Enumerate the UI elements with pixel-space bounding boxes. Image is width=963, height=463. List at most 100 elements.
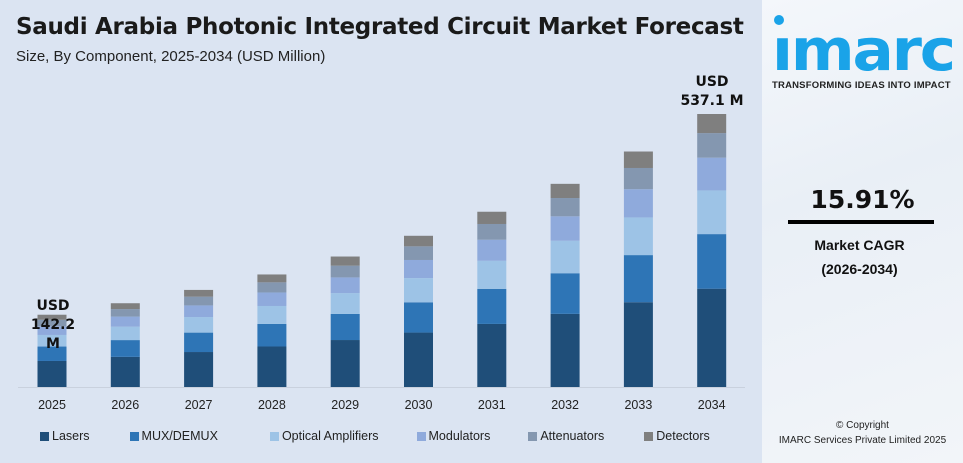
x-tick-label: 2034: [698, 398, 726, 412]
bar-2028-modulators: [257, 292, 287, 306]
annotation-2034-line1: USD: [695, 74, 729, 90]
bar-2033-lasers: [623, 302, 653, 387]
chart-title: Saudi Arabia Photonic Integrated Circuit…: [16, 14, 744, 40]
bar-2034-optical-amplifiers: [697, 190, 727, 235]
bar-2033-mux-demux: [623, 255, 653, 303]
bar-2031-detectors: [477, 211, 507, 224]
legend-item: Lasers: [40, 429, 90, 443]
bar-2028-optical-amplifiers: [257, 305, 287, 324]
annotation-2025-line2: 142.2 M: [30, 317, 76, 352]
legend-item: Modulators: [416, 429, 491, 443]
bar-2034-mux-demux: [697, 234, 727, 289]
annotation-2025-line1: USD: [36, 298, 70, 314]
legend-label: Lasers: [52, 429, 90, 443]
legend-label: MUX/DEMUX: [141, 429, 218, 443]
cagr-period: (2026-2034): [821, 261, 898, 277]
bar-2030-detectors: [404, 235, 433, 247]
bar-2029-attenuators: [330, 265, 360, 278]
legend-swatch: [129, 431, 139, 441]
svg-text:ımarc: ımarc: [772, 16, 954, 72]
bar-2031-lasers: [477, 323, 507, 387]
legend-item: Optical Amplifiers: [269, 429, 379, 443]
chart-panel: Saudi Arabia Photonic Integrated Circuit…: [16, 14, 745, 443]
bar-2027-detectors: [184, 289, 214, 297]
legend-label: Optical Amplifiers: [281, 429, 379, 443]
bar-2033-detectors: [623, 151, 653, 168]
legend-swatch: [40, 431, 49, 441]
annotation-2025: USD 142.2 M: [22, 297, 84, 354]
bar-2031-optical-amplifiers: [477, 260, 507, 289]
bar-2032-attenuators: [550, 198, 580, 217]
legend-label: Detectors: [656, 429, 710, 443]
legend-swatch: [528, 431, 538, 441]
legend-label: Modulators: [428, 429, 491, 443]
bar-2029-modulators: [330, 277, 360, 294]
bar-2028-lasers: [257, 346, 287, 387]
legend-item: MUX/DEMUX: [129, 429, 218, 443]
cagr-divider: [788, 220, 934, 224]
bar-2034-modulators: [697, 157, 727, 191]
bar-2026-detectors: [110, 303, 140, 310]
bar-2034-detectors: [697, 114, 727, 134]
bar-2030-modulators: [404, 259, 433, 279]
chart-subtitle: Size, By Component, 2025-2034 (USD Milli…: [16, 48, 326, 65]
bar-2026-modulators: [110, 316, 140, 327]
bar-2030-attenuators: [404, 246, 433, 260]
x-tick-label: 2028: [258, 398, 286, 412]
legend-item: Attenuators: [528, 429, 604, 443]
side-panel: ımarc TRANSFORMING IDEAS INTO IMPACT 15.…: [762, 0, 963, 463]
x-tick-label: 2026: [111, 398, 139, 412]
bar-2032-lasers: [550, 313, 580, 387]
stacked-bar-chart: 2025 2026 2027 2028 2029 2030 2031 2032 2033 2034: [18, 114, 745, 412]
bar-2030-optical-amplifiers: [404, 278, 433, 303]
bar-2027-attenuators: [184, 296, 214, 306]
bar-2031-mux-demux: [477, 288, 507, 324]
bar-2027-mux-demux: [184, 332, 214, 353]
annotation-2034: USD 537.1 M: [680, 73, 744, 111]
bar-2033-modulators: [623, 189, 653, 218]
bar-2033-attenuators: [623, 167, 653, 190]
legend: Lasers MUX/DEMUX Optical Amplifiers Modulat…: [40, 429, 710, 443]
cagr-label: Market CAGR: [814, 237, 905, 253]
bar-2031-attenuators: [477, 223, 507, 240]
cagr-label-block: Market CAGR (2026-2034): [762, 233, 957, 281]
bar-2027-optical-amplifiers: [184, 317, 214, 333]
legend-swatch: [416, 431, 426, 441]
imarc-logo: ımarc: [772, 15, 956, 72]
bar-2025-modulators: [37, 326, 67, 335]
x-tick-label: 2032: [551, 398, 579, 412]
bar-2025-attenuators: [37, 319, 67, 327]
copyright: © Copyright: [836, 420, 889, 431]
bar-2029-mux-demux: [330, 313, 360, 341]
cagr-value: 15.91%: [810, 185, 915, 214]
bar-2030-mux-demux: [404, 302, 433, 333]
x-tick-label: 2030: [405, 398, 433, 412]
bar-2029-detectors: [330, 256, 360, 266]
x-tick-label: 2031: [478, 398, 506, 412]
bar-2028-mux-demux: [257, 323, 287, 347]
bar-2027-modulators: [184, 305, 214, 318]
bar-2034-attenuators: [697, 133, 727, 158]
legend-label: Attenuators: [540, 429, 605, 443]
bar-2025-optical-amplifiers: [37, 334, 67, 347]
bar-2028-detectors: [257, 274, 287, 283]
legend-item: Detectors: [644, 429, 710, 443]
x-tick-label: 2033: [624, 398, 652, 412]
bar-2026-optical-amplifiers: [110, 326, 140, 341]
bar-2033-optical-amplifiers: [623, 217, 653, 256]
legend-swatch: [644, 431, 654, 441]
bar-2029-optical-amplifiers: [330, 293, 360, 314]
bar-2025-detectors: [37, 314, 67, 320]
bar-2034-lasers: [697, 288, 727, 387]
bar-2028-attenuators: [257, 282, 287, 293]
x-tick-label: 2029: [331, 398, 359, 412]
bar-2026-lasers: [110, 356, 140, 387]
bar-2030-lasers: [404, 332, 433, 387]
bar-2032-detectors: [550, 183, 580, 199]
tagline: TRANSFORMING IDEAS INTO IMPACT: [772, 80, 951, 91]
bar-2031-modulators: [477, 239, 507, 261]
legend-swatch: [269, 431, 279, 441]
bar-2032-mux-demux: [550, 273, 580, 314]
bar-2027-lasers: [184, 352, 214, 387]
x-tick-label: 2025: [38, 398, 66, 412]
